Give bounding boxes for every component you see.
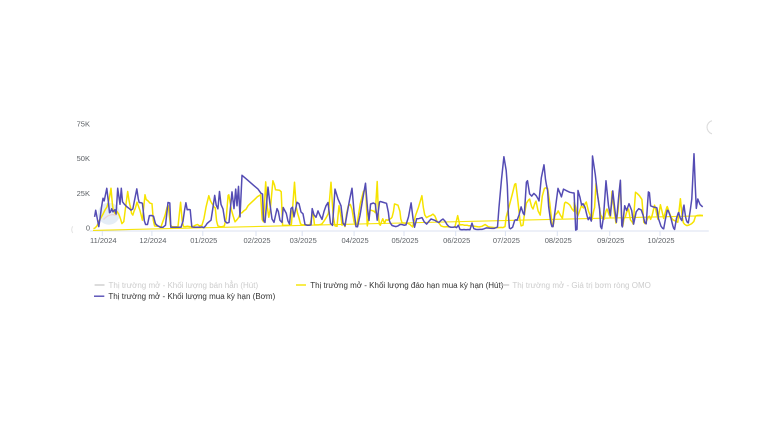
svg-text:Thị trường mở - Khối lượng đáo: Thị trường mở - Khối lượng đáo hạn mua k… bbox=[310, 281, 504, 290]
svg-text:09/2025: 09/2025 bbox=[597, 236, 624, 245]
svg-text:Thị trường mở - Giá trị bơm rò: Thị trường mở - Giá trị bơm ròng OMO bbox=[512, 281, 650, 290]
svg-text:75K: 75K bbox=[77, 119, 90, 128]
svg-text:Thị trường mở - Khối lượng bán: Thị trường mở - Khối lượng bán hẳn (Hút) bbox=[109, 281, 259, 290]
svg-text:Thị trường mở - Khối lượng mua: Thị trường mở - Khối lượng mua kỳ hạn (B… bbox=[108, 292, 275, 301]
svg-text:0: 0 bbox=[86, 224, 90, 233]
svg-text:10/2025: 10/2025 bbox=[647, 236, 674, 245]
svg-text:12/2024: 12/2024 bbox=[139, 236, 166, 245]
svg-text:02/2025: 02/2025 bbox=[243, 236, 270, 245]
svg-text:05/2025: 05/2025 bbox=[391, 236, 418, 245]
svg-text:07/2025: 07/2025 bbox=[493, 236, 520, 245]
svg-text:06/2025: 06/2025 bbox=[443, 236, 470, 245]
svg-text:01/2025: 01/2025 bbox=[190, 236, 217, 245]
svg-text:08/2025: 08/2025 bbox=[545, 236, 572, 245]
svg-text:11/2024: 11/2024 bbox=[90, 236, 117, 245]
svg-text:03/2025: 03/2025 bbox=[290, 236, 317, 245]
svg-text:25K: 25K bbox=[77, 189, 90, 198]
svg-text:50K: 50K bbox=[77, 154, 90, 163]
svg-text:04/2025: 04/2025 bbox=[342, 236, 369, 245]
